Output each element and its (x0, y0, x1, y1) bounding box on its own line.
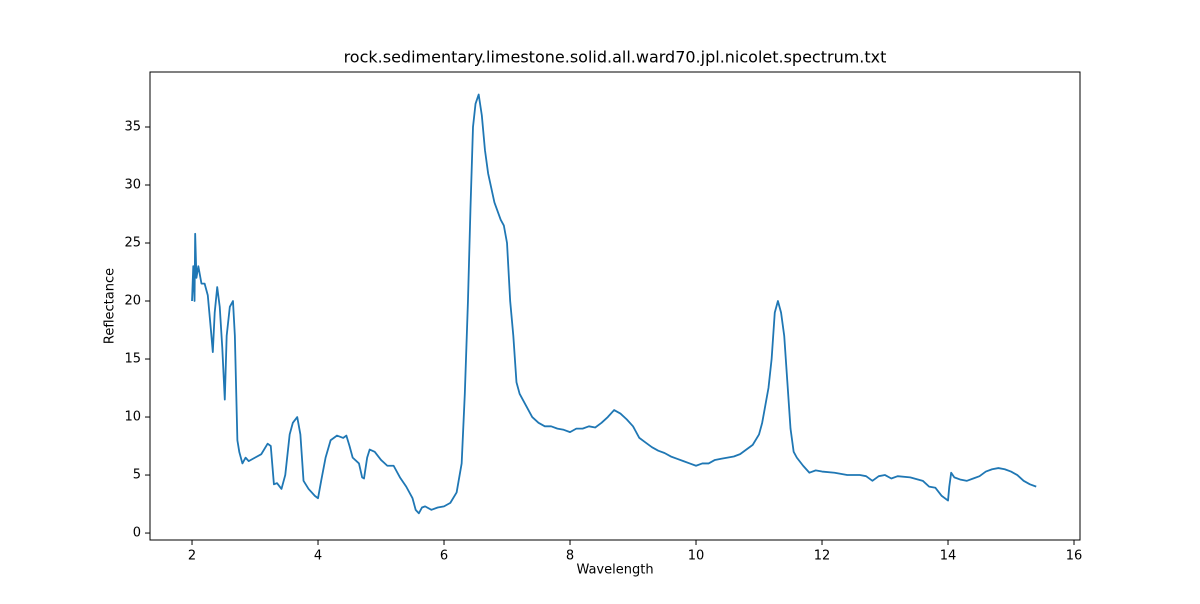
x-tick-label: 14 (940, 549, 957, 564)
data-line (191, 93, 1037, 515)
plot-frame (149, 71, 1081, 541)
y-tick-label: 35 (124, 119, 141, 134)
y-tick-label: 20 (124, 294, 141, 309)
x-tick-label: 12 (814, 549, 831, 564)
x-tick-label: 2 (188, 549, 196, 564)
x-tick-label: 10 (688, 549, 705, 564)
y-tick-label: 25 (124, 236, 141, 251)
x-tick-label: 16 (1066, 549, 1083, 564)
x-tick-label: 6 (440, 549, 448, 564)
x-axis-label: Wavelength (576, 563, 653, 578)
y-tick-label: 30 (124, 177, 141, 192)
y-tick-label: 10 (124, 410, 141, 425)
x-tick-label: 4 (314, 549, 322, 564)
x-tick-label: 8 (566, 549, 574, 564)
y-axis-label: Reflectance (103, 268, 118, 344)
chart-title: rock.sedimentary.limestone.solid.all.war… (344, 48, 887, 67)
y-tick-label: 0 (133, 526, 141, 541)
y-tick-label: 5 (133, 468, 141, 483)
y-tick-label: 15 (124, 352, 141, 367)
